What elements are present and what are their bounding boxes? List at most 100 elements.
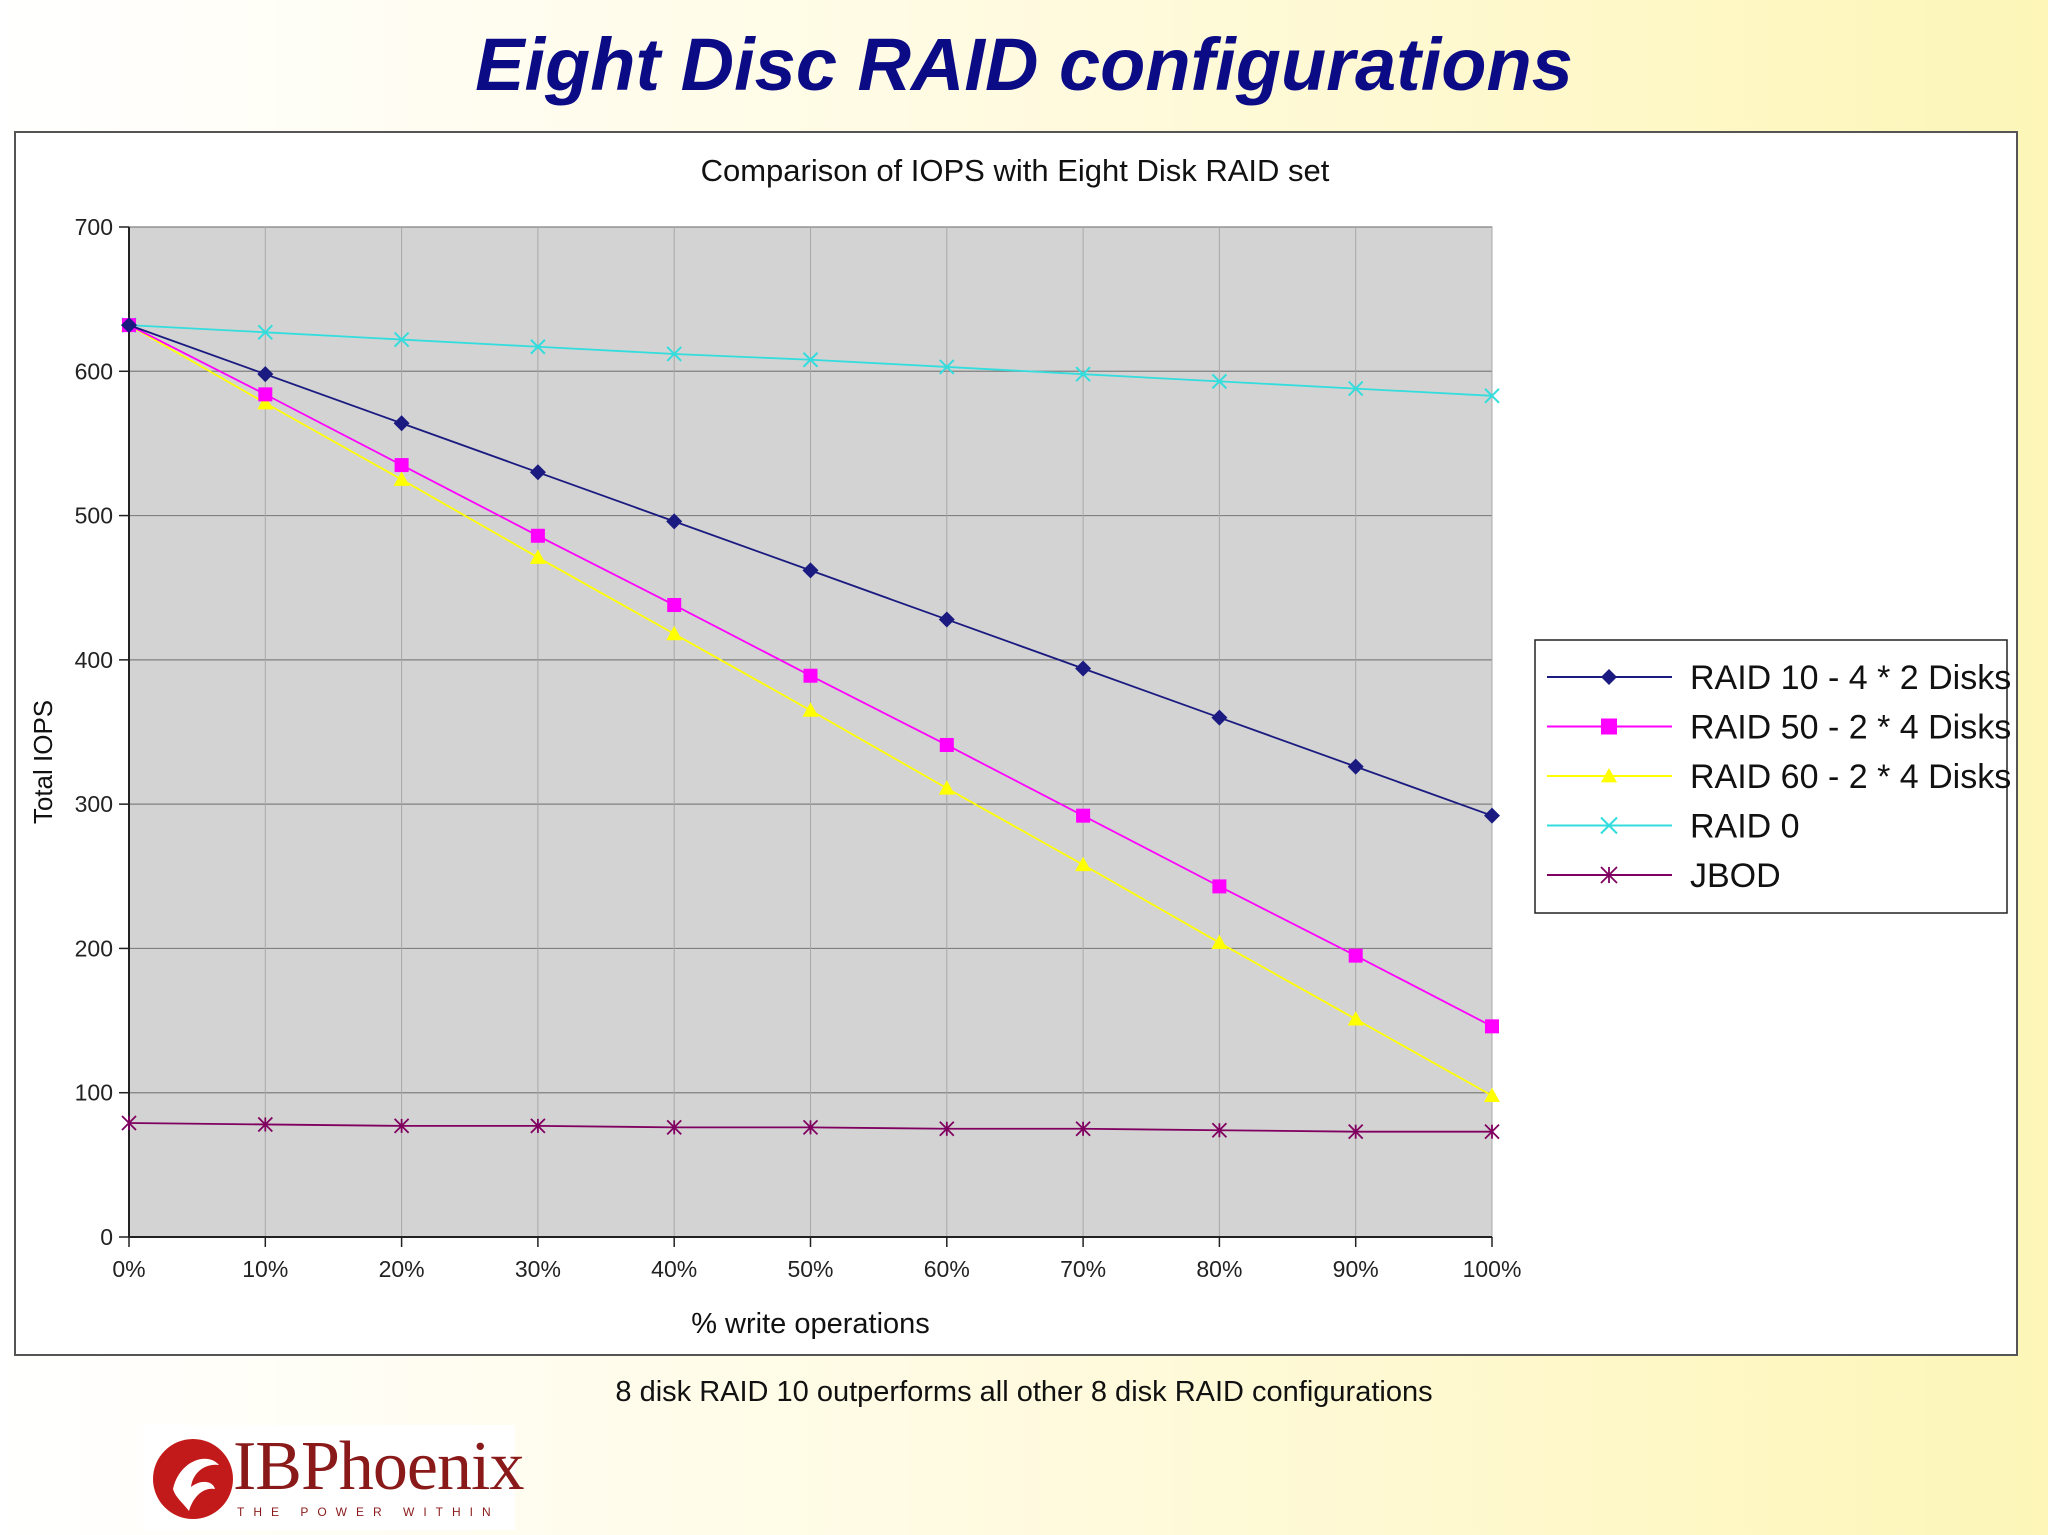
data-point	[1075, 660, 1092, 677]
x-tick-label: 40%	[651, 1256, 697, 1282]
y-tick-label: 600	[75, 358, 113, 384]
data-point	[257, 395, 274, 410]
y-tick-label: 500	[75, 503, 113, 529]
legend-item: RAID 60 - 2 * 4 Disks	[1547, 758, 2011, 796]
data-point	[1347, 380, 1364, 397]
data-point	[393, 471, 410, 486]
data-point	[666, 346, 682, 362]
data-point	[530, 528, 545, 543]
data-point	[667, 598, 682, 613]
series-raid-10-4-2-disks	[121, 317, 1500, 824]
data-point	[939, 359, 955, 375]
data-point	[1076, 808, 1091, 823]
data-point	[1212, 879, 1227, 894]
data-point	[530, 1118, 546, 1134]
data-point	[1600, 816, 1618, 835]
data-point	[1600, 866, 1618, 884]
y-tick-label: 300	[75, 791, 113, 817]
axes: 0 100 200 300 400 500 600 700 0% 10% 20% 30% 40% 50% 6…	[75, 214, 1522, 1282]
data-point	[1484, 1124, 1500, 1140]
data-point	[938, 780, 955, 795]
data-point	[393, 415, 410, 432]
legend-item: RAID 10 - 4 * 2 Disks	[1547, 659, 2011, 697]
data-point	[121, 1115, 137, 1131]
x-tick-label: 70%	[1060, 1256, 1106, 1282]
data-point	[1347, 758, 1364, 775]
data-point	[1601, 718, 1617, 735]
series-raid-0	[121, 317, 1500, 404]
data-point	[1601, 768, 1617, 783]
x-tick-label: 100%	[1463, 1256, 1522, 1282]
x-tick-label: 90%	[1333, 1256, 1379, 1282]
slide-caption: 8 disk RAID 10 outperforms all other 8 d…	[615, 1376, 1433, 1408]
y-tick-label: 400	[75, 647, 113, 673]
data-point	[802, 702, 819, 717]
data-point	[803, 668, 818, 683]
data-point	[257, 324, 274, 341]
series-layer	[121, 317, 1500, 1140]
y-tick-label: 100	[75, 1080, 113, 1106]
series-raid-60-2-4-disks	[121, 317, 1500, 1102]
x-tick-label: 0%	[112, 1256, 145, 1282]
data-point	[1484, 1087, 1500, 1102]
x-tick-label: 10%	[242, 1256, 288, 1282]
data-point	[1075, 856, 1092, 872]
data-point	[257, 366, 274, 383]
data-point	[1484, 807, 1500, 824]
data-point	[394, 458, 409, 473]
data-point	[666, 513, 683, 530]
legend: RAID 10 - 4 * 2 Disks RAID 50 - 2 * 4 Dis…	[1534, 639, 2011, 914]
chart-title: Comparison of IOPS with Eight Disk RAID …	[701, 153, 1330, 188]
data-point	[802, 562, 819, 579]
data-point	[393, 331, 410, 348]
logo-name: IBPhoenix	[233, 1428, 524, 1505]
chart-frame: Comparison of IOPS with Eight Disk RAID …	[14, 131, 2018, 1356]
data-point	[666, 625, 683, 641]
data-point	[1484, 388, 1500, 404]
legend-label: RAID 50 - 2 * 4 Disks	[1690, 709, 2011, 747]
data-point	[1075, 366, 1091, 382]
data-point	[939, 737, 954, 752]
legend-label: RAID 10 - 4 * 2 Disks	[1690, 659, 2011, 697]
data-point	[1485, 1019, 1499, 1034]
data-point	[529, 549, 546, 564]
data-point	[529, 464, 546, 481]
data-point	[393, 1118, 410, 1134]
data-point	[257, 1116, 273, 1133]
legend-label: RAID 0	[1690, 808, 1800, 846]
legend-label: JBOD	[1690, 857, 1781, 895]
data-point	[258, 387, 273, 402]
data-point	[121, 317, 137, 334]
x-tick-label: 30%	[515, 1256, 561, 1282]
y-tick-label: 200	[75, 935, 113, 961]
data-point	[666, 1119, 682, 1135]
data-point	[530, 339, 546, 355]
phoenix-icon	[153, 1439, 233, 1519]
y-tick-label: 0	[100, 1224, 113, 1250]
x-axis-label: % write operations	[691, 1308, 930, 1340]
logo-tagline: THE POWER WITHIN	[237, 1505, 500, 1519]
x-tick-label: 80%	[1196, 1256, 1242, 1282]
data-point	[1347, 1011, 1364, 1026]
data-point	[938, 611, 955, 628]
legend-label: RAID 60 - 2 * 4 Disks	[1690, 758, 2011, 796]
slide-title: Eight Disc RAID configurations	[475, 23, 1573, 106]
series-jbod	[121, 1115, 1500, 1140]
legend-item: RAID 50 - 2 * 4 Disks	[1547, 709, 2011, 747]
data-point	[802, 352, 819, 368]
data-point	[802, 1119, 819, 1135]
data-point	[1211, 934, 1228, 950]
data-point	[1348, 948, 1363, 963]
y-tick-label: 700	[75, 214, 113, 240]
data-point	[1075, 1121, 1091, 1137]
data-point	[1601, 669, 1617, 685]
y-axis-label: Total IOPS	[28, 700, 58, 824]
legend-item: JBOD	[1547, 857, 1781, 895]
data-point	[1211, 709, 1228, 726]
logo: IBPhoenix THE POWER WITHIN	[143, 1425, 524, 1530]
x-tick-label: 50%	[787, 1256, 833, 1282]
x-tick-label: 60%	[924, 1256, 970, 1282]
line-chart: Comparison of IOPS with Eight Disk RAID …	[28, 153, 2011, 1340]
data-point	[1211, 373, 1228, 390]
x-tick-label: 20%	[379, 1256, 425, 1282]
